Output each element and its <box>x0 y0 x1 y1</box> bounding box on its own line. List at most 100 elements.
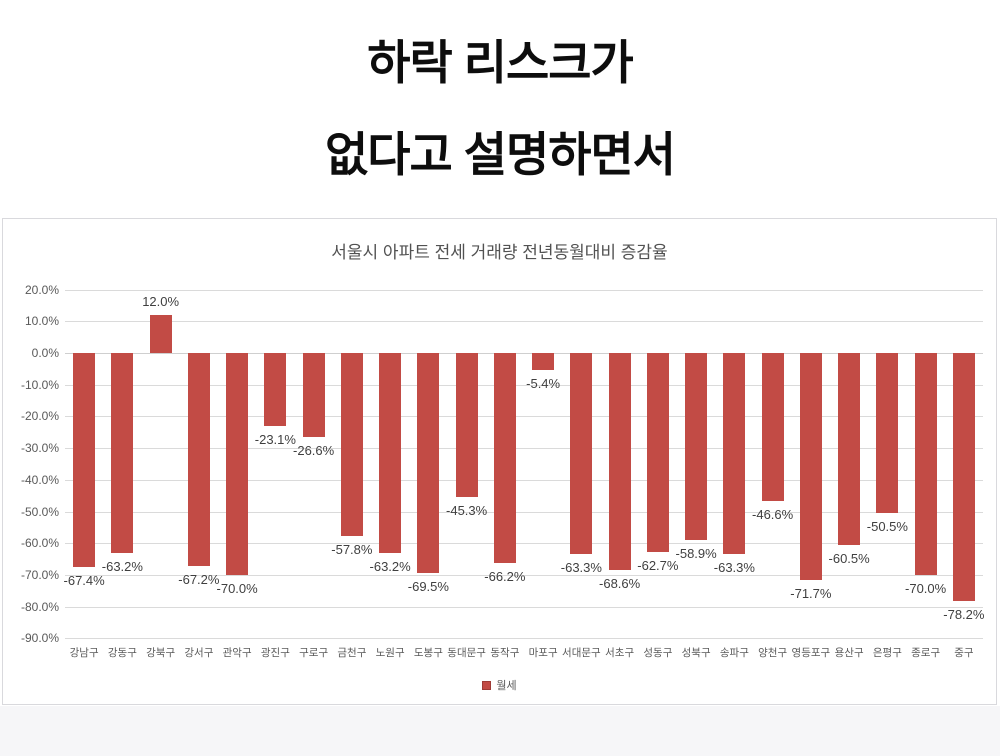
headline-line2: 없다고 설명하면서 <box>325 128 676 181</box>
data-label: -23.1% <box>254 432 296 448</box>
bar-용산구 <box>838 353 861 545</box>
x-axis-category-label: 은평구 <box>872 647 902 659</box>
data-label: -60.5% <box>828 550 870 566</box>
data-label: -68.6% <box>599 576 641 592</box>
gridline <box>65 416 983 418</box>
x-axis-category-label: 노원구 <box>375 647 405 659</box>
y-axis-tick-label: -40.0% <box>20 472 59 487</box>
y-axis-tick-label: 20.0% <box>24 282 59 297</box>
x-axis-category-label: 관악구 <box>222 647 252 659</box>
x-axis-category-label: 종로구 <box>911 647 941 659</box>
data-label: -71.7% <box>790 586 832 602</box>
x-axis-category-label: 성북구 <box>681 647 711 659</box>
data-label: -58.9% <box>675 545 717 561</box>
chart-legend: 월세 <box>3 677 996 693</box>
x-axis-category-label: 중구 <box>954 647 974 659</box>
x-axis-category-label: 서대문구 <box>562 647 601 659</box>
bar-강동구 <box>111 353 134 554</box>
x-axis-category-label: 강동구 <box>107 647 137 659</box>
data-label: -69.5% <box>407 579 449 595</box>
headline-line1: 하락 리스크가 <box>367 36 634 89</box>
bar-송파구 <box>723 353 746 554</box>
gridline <box>65 543 983 545</box>
bar-강북구 <box>149 314 172 353</box>
bar-금천구 <box>340 353 363 537</box>
x-axis-category-label: 동대문구 <box>447 647 486 659</box>
x-axis-category-label: 광진구 <box>260 647 290 659</box>
y-axis-tick-label: -80.0% <box>20 599 59 614</box>
data-label: -5.4% <box>526 376 561 392</box>
x-axis-category-label: 도봉구 <box>413 647 443 659</box>
data-label: -63.3% <box>713 559 755 575</box>
legend-color-swatch <box>482 680 492 690</box>
y-axis-tick-label: -60.0% <box>20 536 59 551</box>
bar-관악구 <box>226 353 249 575</box>
y-axis-tick-label: -70.0% <box>20 567 59 582</box>
gridline <box>65 353 983 354</box>
chart-card: 서울시 아파트 전세 거래량 전년동월대비 증감율 20.0% 10.0% 0.0%… <box>2 218 997 705</box>
bar-성북구 <box>685 353 708 540</box>
data-label: -63.2% <box>101 559 143 575</box>
bar-양천구 <box>761 353 784 501</box>
x-axis-category-label: 성동구 <box>643 647 673 659</box>
header: 하락 리스크가 없다고 설명하면서 <box>0 0 1000 218</box>
bar-마포구 <box>532 353 555 371</box>
data-label: -67.4% <box>63 572 105 588</box>
y-axis-tick-label: -10.0% <box>20 377 59 392</box>
x-axis-category-label: 강북구 <box>146 647 176 659</box>
data-label: -70.0% <box>216 580 258 596</box>
bottom-strip <box>0 706 1000 756</box>
bar-동작구 <box>493 353 516 563</box>
data-label: -63.3% <box>560 559 602 575</box>
data-label: -66.2% <box>484 568 526 584</box>
data-label: -70.0% <box>905 580 947 596</box>
data-label: -45.3% <box>446 502 488 518</box>
gridline <box>65 638 983 640</box>
x-axis-category-label: 구로구 <box>299 647 329 659</box>
x-axis-category-label: 서초구 <box>605 647 635 659</box>
y-axis-tick-label: 10.0% <box>24 314 59 329</box>
data-label: -67.2% <box>178 572 220 588</box>
bar-강남구 <box>73 353 96 567</box>
bar-종로구 <box>914 353 937 575</box>
data-label: -63.2% <box>369 559 411 575</box>
bar-영등포구 <box>799 353 822 581</box>
bar-노원구 <box>379 353 402 554</box>
data-label: -50.5% <box>866 519 908 535</box>
data-label: -78.2% <box>943 606 985 622</box>
y-axis-tick-label: -20.0% <box>20 409 59 424</box>
x-axis-category-label: 송파구 <box>719 647 749 659</box>
bar-은평구 <box>876 353 899 514</box>
x-axis-category-label: 강서구 <box>184 647 214 659</box>
x-axis-category-label: 용산구 <box>834 647 864 659</box>
y-axis-tick-label: -30.0% <box>20 441 59 456</box>
data-label: 12.0% <box>142 293 180 309</box>
gridline <box>65 574 983 576</box>
bar-서대문구 <box>570 353 593 554</box>
gridline <box>65 289 983 291</box>
gridline <box>65 479 983 481</box>
x-axis-category-label: 동작구 <box>490 647 520 659</box>
chart-title: 서울시 아파트 전세 거래량 전년동월대비 증감율 <box>331 243 668 262</box>
gridline <box>65 321 983 323</box>
gridline <box>65 511 983 513</box>
legend-series-label: 월세 <box>496 680 517 692</box>
x-axis-category-label: 양천구 <box>758 647 788 659</box>
bar-도봉구 <box>417 353 440 574</box>
bar-중구 <box>952 353 975 601</box>
bar-chart-plot: 20.0% 10.0% 0.0% -10.0% -20.0% -30.0% -40.0% -5… <box>3 219 996 674</box>
gridline <box>65 384 983 386</box>
x-axis-category-label: 금천구 <box>337 647 367 659</box>
data-label: -46.6% <box>752 506 794 522</box>
bar-강서구 <box>187 353 210 567</box>
x-axis-category-label: 영등포구 <box>791 647 831 659</box>
data-label: -62.7% <box>637 557 679 573</box>
bar-동대문구 <box>455 353 478 497</box>
bar-구로구 <box>302 353 325 438</box>
y-axis-tick-label: -90.0% <box>20 631 59 646</box>
gridline <box>65 448 983 450</box>
data-label: -57.8% <box>331 542 373 558</box>
gridline <box>65 606 983 608</box>
x-axis-category-label: 마포구 <box>528 647 558 659</box>
